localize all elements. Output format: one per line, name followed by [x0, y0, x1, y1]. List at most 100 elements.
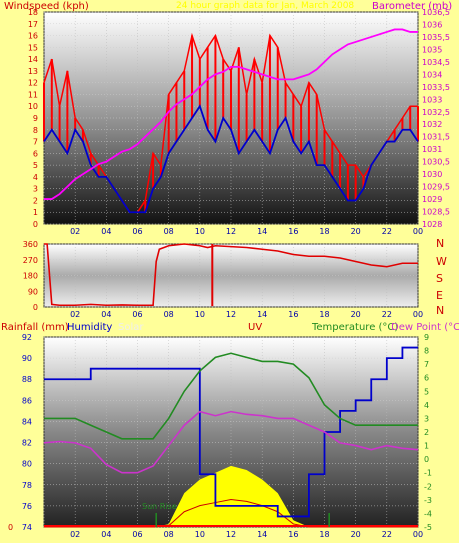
temperature-series-line: [44, 352, 418, 440]
wind-y-tick-label: 17: [28, 20, 38, 29]
direction-y-tick-label: 270: [23, 256, 38, 265]
temperature-y-tick-label: -4: [424, 509, 432, 518]
wind-y-tick-label: 14: [28, 55, 38, 64]
humidity-y-tick-label: 82: [22, 439, 32, 448]
compass-n-label: N: [436, 237, 445, 250]
temperature-y-tick-label: 2: [424, 428, 429, 437]
direction-y-tick-label: 180: [23, 272, 38, 281]
sunrise-label: Sun Rise: [142, 502, 177, 511]
direction-panel-background: [43, 243, 419, 308]
uv-axis-label: UV: [248, 322, 263, 333]
rainfall-axis-label: Rainfall (mm): [1, 322, 69, 333]
windspeed-axis-label: Windspeed (kph): [4, 1, 89, 12]
x-tick-label: 02: [70, 530, 80, 539]
wind-y-tick-label: 11: [28, 90, 38, 99]
barometer-y-tick-label: 1029: [422, 195, 442, 204]
barometer-y-tick-label: 1033,5: [422, 83, 450, 92]
temperature-y-tick-label: -5: [424, 523, 432, 532]
humidity-y-tick-label: 78: [22, 481, 32, 490]
x-tick-label: 20: [351, 530, 361, 539]
solar-axis-label: Solar: [118, 322, 144, 333]
barometer-axis-label: Barometer (mb): [372, 1, 453, 12]
compass-e-label: E: [436, 289, 443, 302]
x-tick-label: 00: [413, 227, 423, 236]
direction-y-tick-label: 90: [28, 287, 38, 296]
x-tick-label: 12: [226, 530, 236, 539]
wind-y-tick-label: 7: [33, 138, 38, 147]
dewpoint-series-line: [43, 410, 419, 474]
temperature-y-tick-label: 9: [424, 333, 429, 342]
x-tick-label: 02: [70, 310, 80, 319]
barometer-y-tick-label: 1028,5: [422, 208, 450, 217]
humidity-y-tick-label: 84: [22, 417, 32, 426]
wind-y-tick-label: 1: [33, 208, 38, 217]
barometer-y-tick-label: 1029,5: [422, 183, 450, 192]
barometer-y-tick-label: 1032,5: [422, 108, 450, 117]
x-tick-label: 04: [101, 310, 111, 319]
x-tick-label: 16: [288, 310, 298, 319]
compass-n2-label: N: [436, 304, 445, 317]
humidity-y-tick-label: 88: [22, 375, 32, 384]
barometer-y-tick-label: 1031: [422, 145, 442, 154]
wind-y-tick-label: 10: [28, 102, 38, 111]
wind-y-tick-label: 4: [33, 173, 38, 182]
wind-y-tick-label: 18: [28, 8, 38, 17]
barometer-series-line: [44, 28, 418, 200]
barometer-y-tick-label: 1031,5: [422, 133, 450, 142]
barometer-y-tick-label: 1034,5: [422, 58, 450, 67]
direction-y-tick-label: 360: [23, 240, 38, 249]
temperature-y-tick-label: 0: [424, 455, 429, 464]
x-tick-label: 12: [226, 227, 236, 236]
temperature-y-tick-label: -3: [424, 496, 432, 505]
wind-y-tick-label: 0: [33, 220, 38, 229]
humidity-y-tick-label: 90: [22, 354, 32, 363]
compass-w-label: W: [436, 255, 447, 268]
wind-y-tick-label: 16: [28, 32, 38, 41]
barometer-y-tick-label: 1034: [422, 70, 442, 79]
x-tick-label: 06: [132, 227, 142, 236]
x-tick-label: 16: [288, 530, 298, 539]
x-tick-label: 20: [351, 310, 361, 319]
x-tick-label: 14: [257, 227, 267, 236]
humidity-y-tick-label: 76: [22, 502, 32, 511]
humidity-series-line: [44, 346, 418, 518]
x-tick-label: 10: [195, 530, 205, 539]
x-tick-label: 08: [164, 530, 174, 539]
wind-y-tick-label: 2: [33, 196, 38, 205]
barometer-y-tick-label: 1030,5: [422, 158, 450, 167]
x-tick-label: 06: [132, 310, 142, 319]
rainfall-y-tick-label: 0: [8, 523, 13, 532]
wind-y-tick-label: 9: [33, 114, 38, 123]
barometer-y-tick-label: 1035,5: [422, 33, 450, 42]
x-tick-label: 22: [382, 310, 392, 319]
direction-y-tick-label: 0: [33, 303, 38, 312]
x-tick-label: 02: [70, 227, 80, 236]
dewpoint-axis-label: Dew Point (°C): [391, 322, 459, 333]
temperature-y-tick-label: -2: [424, 482, 432, 491]
barometer-y-tick-label: 1028: [422, 220, 442, 229]
x-tick-label: 00: [413, 530, 423, 539]
wind-y-tick-label: 3: [33, 185, 38, 194]
x-tick-label: 10: [195, 227, 205, 236]
x-tick-label: 00: [413, 310, 423, 319]
x-tick-label: 16: [288, 227, 298, 236]
temperature-y-tick-label: 4: [424, 401, 429, 410]
humidity-y-tick-label: 86: [22, 396, 32, 405]
x-tick-label: 20: [351, 227, 361, 236]
humidity-y-tick-label: 92: [22, 333, 32, 342]
x-tick-label: 14: [257, 310, 267, 319]
barometer-y-tick-label: 1036,5: [422, 8, 450, 17]
humidity-axis-label: Humidity: [67, 322, 113, 333]
x-tick-label: 04: [101, 530, 111, 539]
x-tick-label: 04: [101, 227, 111, 236]
barometer-y-tick-label: 1033: [422, 95, 442, 104]
x-tick-label: 22: [382, 227, 392, 236]
barometer-y-tick-label: 1032: [422, 120, 442, 129]
compass-s-label: S: [436, 272, 443, 285]
temperature-y-tick-label: 1: [424, 442, 429, 451]
x-tick-label: 12: [226, 310, 236, 319]
humidity-y-tick-label: 80: [22, 460, 32, 469]
solar-area: [44, 465, 418, 527]
x-tick-label: 08: [164, 310, 174, 319]
